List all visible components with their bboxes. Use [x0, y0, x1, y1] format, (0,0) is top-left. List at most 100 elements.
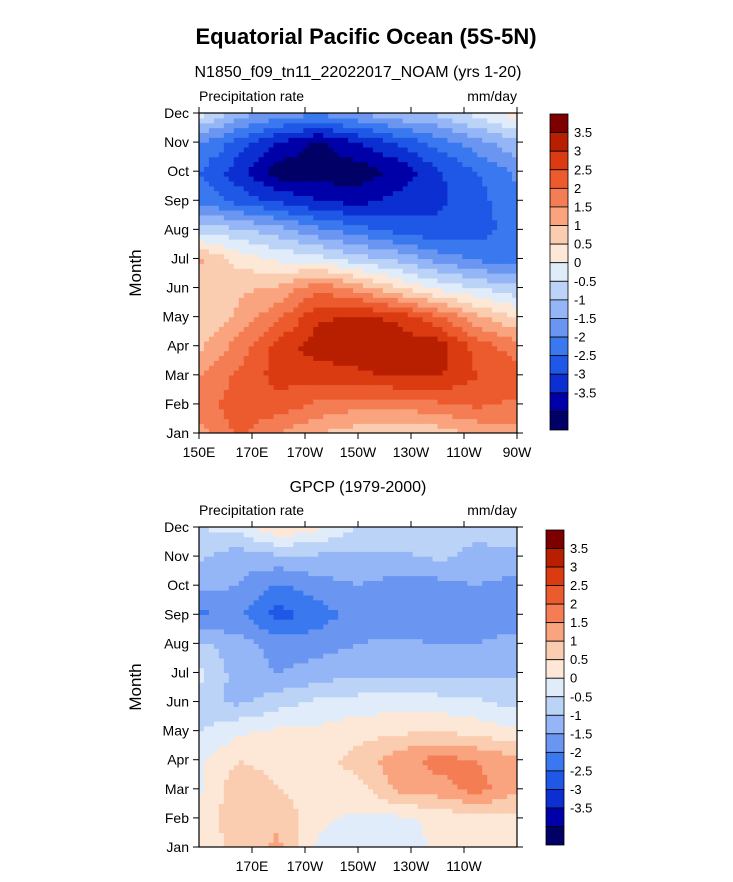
heatmap-cell — [199, 229, 205, 235]
heatmap-cell — [333, 127, 339, 133]
heatmap-cell — [233, 345, 240, 352]
heatmap-cell — [338, 243, 344, 250]
heatmap-cell — [313, 282, 319, 289]
heatmap-cell — [348, 146, 354, 153]
heatmap-cell — [442, 837, 449, 843]
heatmap-cell — [457, 798, 463, 804]
heatmap-cell — [407, 837, 414, 843]
heatmap-cell — [412, 302, 419, 308]
heatmap-cell — [293, 428, 299, 433]
heatmap-cell — [218, 146, 225, 153]
heatmap-cell — [512, 798, 517, 804]
heatmap-cell — [323, 394, 329, 400]
heatmap-cell — [278, 832, 285, 838]
heatmap-cell — [482, 205, 488, 211]
heatmap-cell — [323, 306, 329, 313]
heatmap-cell — [303, 180, 309, 187]
colorbar: 3.532.521.510.50-0.5-1-1.5-2-2.5-3-3.5 — [549, 113, 596, 431]
heatmap-cell — [208, 413, 215, 420]
heatmap-cell — [308, 253, 314, 260]
heatmap-cell — [268, 822, 275, 829]
heatmap-cell — [447, 374, 454, 381]
heatmap-cell — [303, 137, 309, 143]
heatmap-cell — [238, 808, 245, 814]
heatmap-cell — [338, 365, 344, 371]
heatmap-cell — [308, 798, 314, 804]
heatmap-cell — [362, 253, 369, 260]
heatmap-cell — [303, 132, 309, 138]
heatmap-cell — [387, 195, 394, 201]
heatmap-cell — [467, 142, 473, 148]
heatmap-cell — [482, 248, 488, 255]
heatmap-cell — [313, 190, 319, 197]
heatmap-cell — [372, 345, 379, 352]
heatmap-cell — [248, 180, 255, 187]
heatmap-cell — [472, 171, 478, 177]
heatmap-cell — [402, 369, 409, 376]
heatmap-cell — [512, 360, 517, 366]
heatmap-cell — [283, 253, 290, 260]
heatmap-cell — [392, 832, 399, 838]
heatmap-cell — [238, 803, 245, 809]
heatmap-cell — [422, 292, 429, 298]
heatmap-cell — [233, 248, 240, 255]
heatmap-cell — [492, 292, 498, 298]
heatmap-cell — [452, 832, 458, 838]
heatmap-cell — [472, 428, 478, 433]
heatmap-cell — [407, 161, 414, 167]
heatmap-cell — [502, 239, 508, 245]
heatmap-cell — [288, 229, 295, 235]
heatmap-cell — [238, 151, 245, 158]
heatmap-cell — [283, 214, 290, 221]
heatmap-cell — [377, 176, 384, 182]
heatmap-cell — [422, 803, 429, 809]
heatmap-cell — [457, 248, 463, 255]
heatmap-cell — [303, 345, 309, 352]
heatmap-cell — [502, 331, 508, 337]
heatmap-cell — [482, 137, 488, 143]
heatmap-cell — [512, 837, 517, 843]
heatmap-cell — [303, 837, 309, 843]
heatmap-cell — [328, 282, 334, 289]
heatmap-cell — [333, 195, 339, 201]
heatmap-cell — [372, 171, 379, 177]
heatmap-cell — [362, 205, 369, 211]
heatmap-cell — [512, 374, 517, 381]
heatmap-cell — [497, 209, 503, 216]
heatmap-cell — [218, 248, 225, 255]
heatmap-cell — [392, 161, 399, 167]
heatmap-cell — [258, 832, 265, 838]
heatmap-cell — [323, 161, 329, 167]
heatmap-cell — [348, 122, 354, 129]
heatmap-cell — [343, 399, 349, 405]
heatmap-cell — [308, 827, 314, 834]
heatmap-cell — [353, 302, 359, 308]
heatmap-cell — [323, 408, 329, 415]
heatmap-cell — [253, 142, 260, 148]
heatmap-cell — [353, 331, 359, 337]
heatmap-cell — [362, 331, 369, 337]
heatmap-cell — [407, 311, 414, 318]
heatmap-cell — [452, 399, 458, 405]
heatmap-cell — [382, 176, 389, 182]
heatmap-cell — [512, 229, 517, 235]
heatmap-cell — [367, 798, 374, 804]
heatmap-cell — [442, 195, 449, 201]
heatmap-cell — [308, 297, 314, 303]
heatmap-cell — [367, 837, 374, 843]
heatmap-cell — [238, 355, 245, 361]
heatmap-cell — [467, 306, 473, 313]
heatmap-cell — [273, 394, 280, 400]
heatmap-cell — [293, 268, 299, 274]
heatmap-cell — [407, 142, 414, 148]
heatmap-cell — [507, 209, 513, 216]
heatmap-cell — [218, 137, 225, 143]
heatmap-cell — [228, 166, 235, 172]
heatmap-cell — [402, 142, 409, 148]
heatmap-cell — [208, 248, 215, 255]
heatmap-cell — [253, 360, 260, 366]
heatmap-cell — [492, 813, 498, 819]
heatmap-cell — [328, 803, 334, 809]
heatmap-cell — [387, 418, 394, 424]
heatmap-cell — [362, 379, 369, 386]
